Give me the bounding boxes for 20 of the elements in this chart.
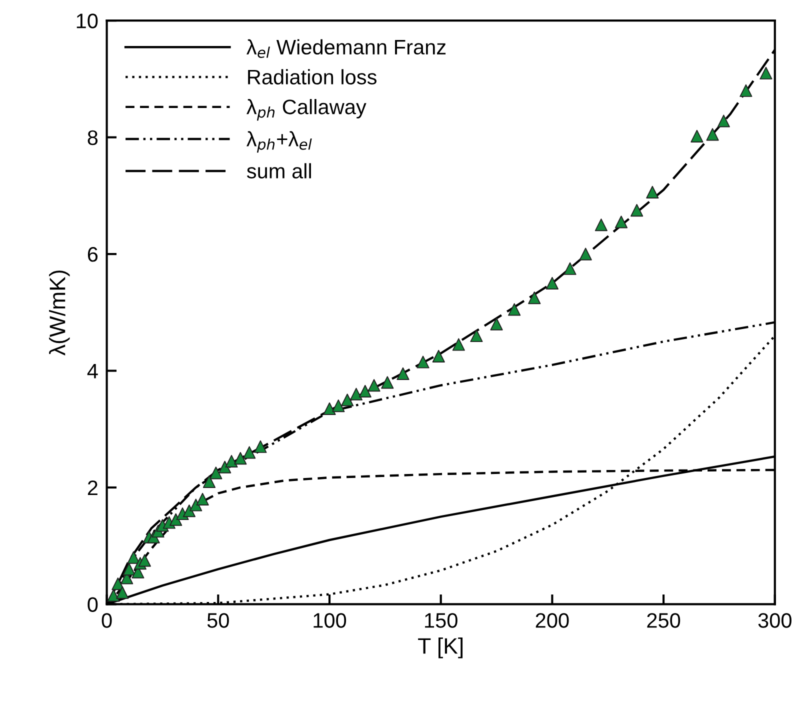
x-tick-label: 100 (314, 613, 346, 628)
legend-label: Radiation loss (248, 69, 376, 84)
x-tick-label: 300 (758, 613, 792, 628)
x-tick-label: 50 (207, 613, 229, 628)
x-tick-label: 0 (102, 613, 112, 628)
x-tick-label: 250 (647, 613, 680, 628)
x-tick-label: 150 (425, 613, 458, 628)
y-axis-title: λ(W/mK) (49, 270, 70, 356)
legend-label: sum all (246, 163, 311, 178)
x-axis-title: T [K] (418, 638, 463, 658)
y-tick-label: 2 (88, 480, 98, 496)
legend-label: λ$_{ph}$+λ$_{el}$ (246, 131, 312, 153)
y-tick-label: 4 (87, 364, 98, 378)
y-tick-label: 6 (88, 247, 98, 262)
y-tick-label: 10 (76, 14, 98, 28)
y-tick-label: 8 (88, 130, 98, 146)
legend-label: λ$_{ph}$ Callaway (246, 99, 366, 121)
y-tick-label: 0 (88, 597, 98, 612)
x-tick-label: 200 (536, 613, 569, 628)
legend-label: λ$_{el}$ Wiedemann Franz (246, 39, 446, 58)
